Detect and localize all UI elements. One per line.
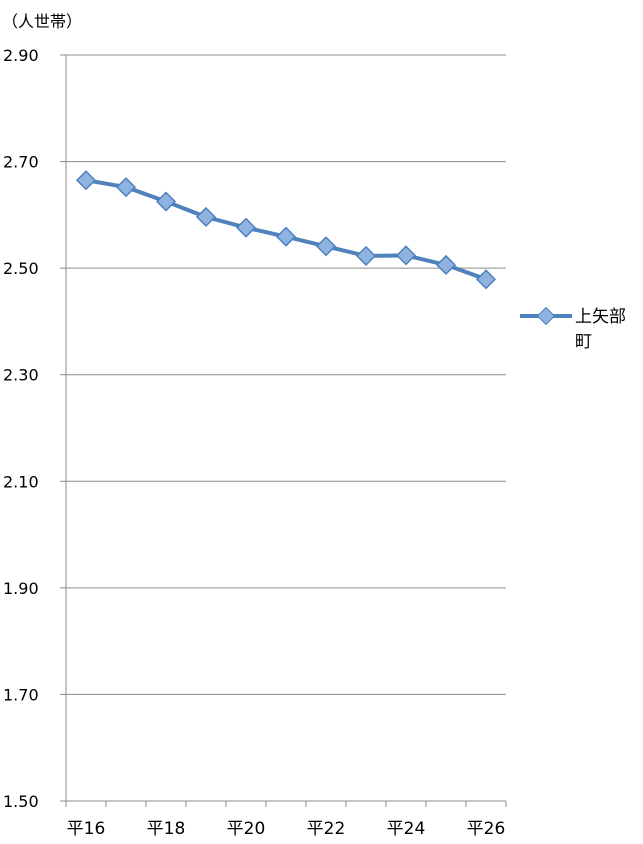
series-markers (75, 170, 497, 290)
y-unit-label: （人世帯） (2, 12, 82, 31)
x-tick-label: 平24 (387, 819, 426, 839)
legend: 上矢部 町 (520, 306, 626, 352)
x-tick-label: 平20 (227, 819, 266, 839)
y-tick-label: 2.10 (3, 472, 39, 491)
data-point (275, 226, 297, 247)
y-tick-label: 2.90 (3, 46, 39, 65)
y-tick-label: 1.70 (3, 685, 39, 704)
x-tick-label: 平16 (67, 819, 106, 839)
x-tick-label: 平26 (467, 819, 506, 839)
y-tick-label: 2.70 (3, 153, 39, 172)
data-point (235, 217, 257, 238)
data-point (155, 191, 177, 212)
axes (65, 55, 506, 802)
data-point (395, 245, 417, 266)
data-point (475, 269, 497, 290)
data-point (115, 177, 137, 198)
x-tick-label: 平22 (307, 819, 346, 839)
y-tick-labels: 1.50 1.70 1.90 2.10 2.30 2.50 2.70 2.90 (3, 46, 39, 811)
y-tick-label: 2.30 (3, 366, 39, 385)
series-group (75, 170, 497, 290)
gridlines (60, 54, 507, 807)
data-point (75, 170, 97, 191)
data-point (355, 245, 377, 266)
data-point (195, 206, 217, 228)
x-tick-label: 平18 (147, 819, 186, 839)
y-tick-label: 1.50 (3, 792, 39, 811)
data-point (315, 236, 337, 257)
legend-label-line-1: 上矢部 (575, 307, 626, 327)
legend-marker (536, 306, 556, 326)
y-tick-label: 1.90 (3, 579, 39, 598)
x-tick-labels: 平16 平18 平20 平22 平24 平26 (67, 819, 506, 839)
y-tick-label: 2.50 (3, 259, 39, 278)
legend-label-line-2: 町 (575, 332, 592, 352)
data-point (435, 254, 457, 276)
